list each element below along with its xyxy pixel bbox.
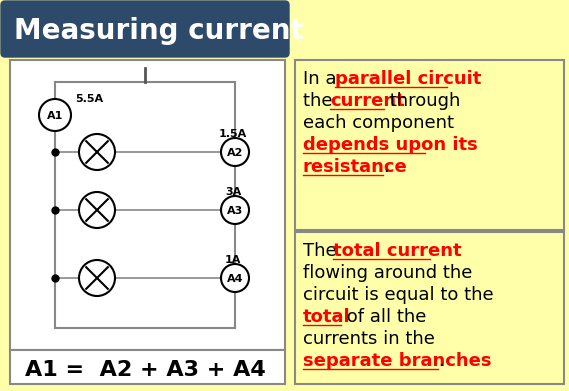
Text: separate branches: separate branches (303, 352, 492, 370)
Text: current: current (330, 92, 405, 110)
Circle shape (39, 99, 71, 131)
Text: A3: A3 (227, 206, 243, 216)
Text: 3A: 3A (225, 187, 241, 197)
Text: In a: In a (303, 70, 342, 88)
Text: of all the: of all the (341, 308, 426, 326)
Text: 5.5A: 5.5A (75, 94, 103, 104)
Circle shape (79, 192, 115, 228)
Text: circuit is equal to the: circuit is equal to the (303, 286, 494, 304)
Text: .: . (383, 158, 389, 176)
Circle shape (221, 264, 249, 292)
FancyBboxPatch shape (295, 232, 564, 384)
Circle shape (221, 138, 249, 166)
Text: .: . (438, 352, 444, 370)
Text: total current: total current (333, 242, 461, 260)
FancyBboxPatch shape (10, 350, 285, 384)
Text: 1A: 1A (225, 255, 241, 265)
Text: The: The (303, 242, 343, 260)
Text: A4: A4 (227, 274, 244, 284)
Text: total: total (303, 308, 351, 326)
Text: parallel circuit: parallel circuit (335, 70, 481, 88)
Circle shape (221, 196, 249, 224)
Text: each component: each component (303, 114, 454, 132)
Text: the: the (303, 92, 338, 110)
Text: depends upon its: depends upon its (303, 136, 478, 154)
Text: currents in the: currents in the (303, 330, 435, 348)
Text: A1: A1 (47, 111, 63, 121)
FancyBboxPatch shape (295, 60, 564, 230)
Text: 1.5A: 1.5A (219, 129, 247, 139)
Text: flowing around the: flowing around the (303, 264, 472, 282)
Text: Measuring current: Measuring current (14, 17, 304, 45)
Circle shape (79, 134, 115, 170)
FancyBboxPatch shape (10, 60, 285, 350)
FancyBboxPatch shape (1, 1, 289, 57)
Text: through: through (384, 92, 460, 110)
Text: A2: A2 (227, 148, 243, 158)
Circle shape (79, 260, 115, 296)
Text: A1 =  A2 + A3 + A4: A1 = A2 + A3 + A4 (25, 360, 266, 380)
Text: resistance: resistance (303, 158, 408, 176)
